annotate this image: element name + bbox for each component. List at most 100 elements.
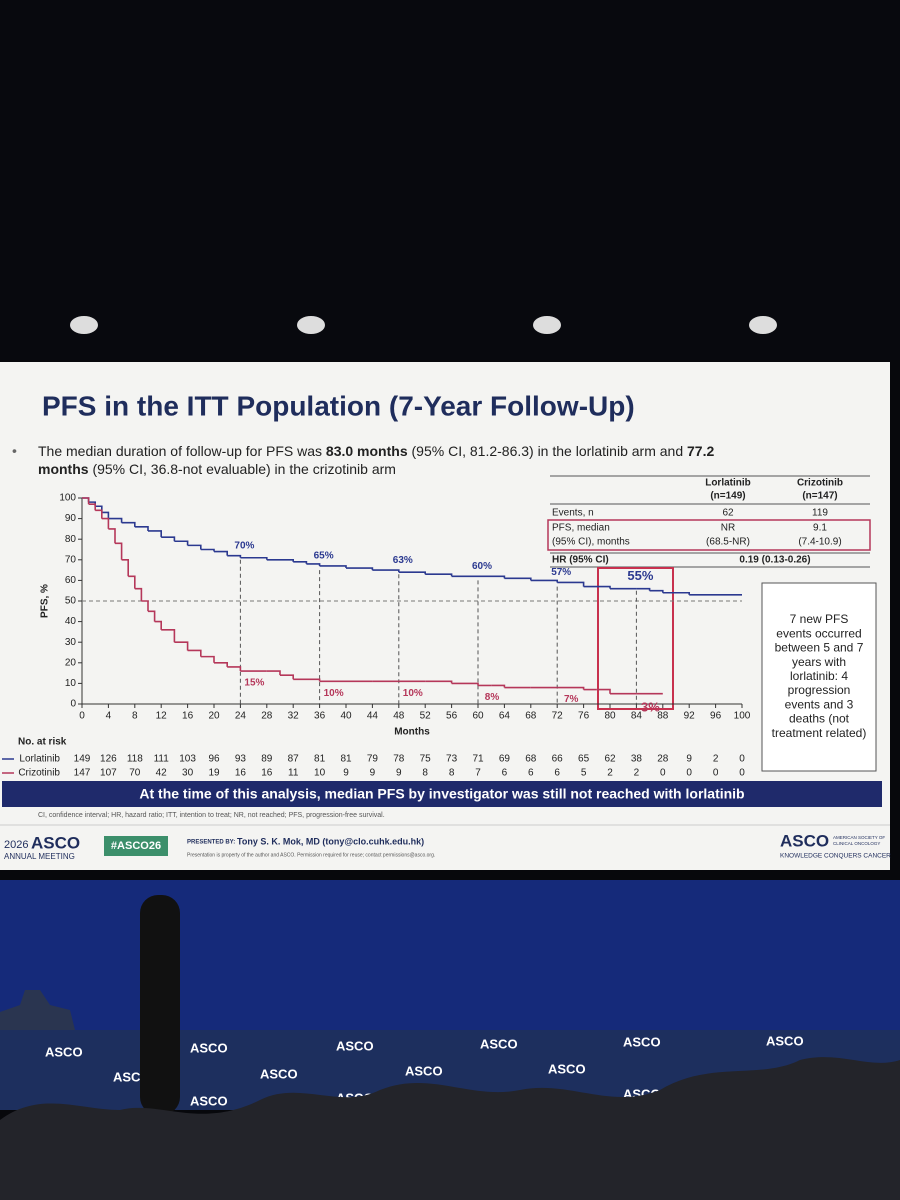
km-step: [214, 550, 228, 556]
km-step: [187, 649, 202, 657]
at-risk-value: 126: [100, 754, 117, 765]
landmark-label: 70%: [234, 540, 254, 551]
bullet-line: The median duration of follow-up for PFS…: [38, 443, 714, 459]
x-tick-label: 52: [420, 711, 432, 722]
x-tick-label: 76: [578, 711, 590, 722]
at-risk-value: 75: [420, 754, 432, 765]
note-line: deaths (not: [789, 712, 850, 726]
x-tick-label: 24: [235, 711, 247, 722]
legend-label: Crizotinib: [18, 768, 60, 779]
hashtag: #ASCO26: [111, 840, 161, 852]
km-step: [115, 542, 123, 560]
note-line: treatment related): [772, 726, 867, 740]
at-risk-value: 96: [208, 754, 220, 765]
highlight-box: [597, 567, 674, 710]
at-risk-value: 16: [261, 768, 273, 779]
km-step: [141, 600, 149, 612]
cell: NR: [721, 523, 735, 534]
at-risk-value: 89: [261, 754, 273, 765]
km-step: [214, 662, 228, 667]
km-step: [134, 526, 149, 531]
km-step: [148, 530, 162, 538]
note-line: lorlatinib: 4: [790, 669, 848, 683]
at-risk-value: 9: [686, 754, 692, 765]
cell: (7.4-10.9): [798, 537, 841, 548]
cell: (68.5-NR): [706, 537, 750, 548]
bullet-line: months (95% CI, 36.8-not evaluable) in t…: [38, 461, 396, 477]
note-line: events occurred: [776, 626, 861, 640]
at-risk-value: 11: [288, 768, 299, 779]
y-tick-label: 0: [70, 699, 76, 710]
at-risk-value: 65: [578, 754, 590, 765]
society: CLINICAL ONCOLOGY: [833, 841, 880, 846]
x-tick-label: 40: [340, 711, 352, 722]
notice: Presentation is property of the author a…: [187, 852, 435, 858]
at-risk-value: 149: [74, 754, 91, 765]
at-risk-value: 30: [182, 768, 194, 779]
at-risk-value: 0: [660, 768, 666, 779]
society: AMERICAN SOCIETY OF: [833, 835, 885, 840]
at-risk-value: 111: [154, 754, 170, 765]
text: The median duration of follow-up for PFS…: [38, 443, 326, 459]
at-risk-value: 28: [657, 754, 669, 765]
x-tick-label: 92: [684, 711, 696, 722]
stage-logo: ASCO: [336, 1038, 374, 1053]
at-risk-value: 5: [581, 768, 587, 779]
summary-table: Lorlatinib (n=149) Crizotinib (n=147) Ev…: [547, 475, 871, 568]
tagline: KNOWLEDGE CONQUERS CANCER: [780, 853, 891, 860]
stage-logo: ASCO: [405, 1063, 443, 1078]
microphone: [140, 895, 180, 1115]
x-tick-label: 68: [525, 711, 537, 722]
km-step: [200, 655, 215, 663]
y-tick-label: 100: [59, 493, 76, 504]
at-risk-value: 81: [314, 754, 326, 765]
at-risk-value: 147: [74, 768, 91, 779]
footnote: CI, confidence interval; HR, hazard rati…: [38, 812, 385, 819]
at-risk-value: 118: [127, 754, 143, 765]
landmark-label: 65%: [314, 551, 334, 562]
hashtag-bg: [104, 836, 168, 856]
km-step: [154, 620, 162, 630]
x-tick-label: 16: [182, 711, 194, 722]
km-step: [108, 528, 116, 544]
at-risk-value: 9: [396, 768, 402, 779]
crowd: [0, 1057, 900, 1200]
km-step: [227, 666, 242, 672]
y-tick-label: 90: [65, 513, 77, 524]
col-header: Crizotinib: [797, 478, 843, 489]
banner-bg: [2, 781, 882, 807]
landmark-label: 3%: [641, 699, 660, 714]
highlight-box: [547, 519, 871, 551]
cell: 62: [722, 508, 734, 519]
km-step: [187, 544, 202, 550]
col-header: (n=147): [802, 491, 837, 502]
text: (95% CI, 36.8-not evaluable) in the criz…: [89, 461, 396, 477]
at-risk-value: 6: [554, 768, 560, 779]
at-risk-value: 2: [634, 768, 640, 779]
at-risk-value: 73: [446, 754, 458, 765]
at-risk-value: 0: [713, 768, 719, 779]
footer-brand: ASCO: [31, 833, 80, 852]
at-risk-value: 79: [367, 754, 379, 765]
km-plot: 0102030405060708090100014914741261078118…: [2, 493, 751, 779]
km-step: [95, 509, 103, 519]
x-tick-label: 0: [79, 711, 85, 722]
stage-logos: ASCO ASCO ASCO ASCO ASCO ASCO ASCO ASCO …: [45, 1033, 873, 1108]
at-risk-value: 2: [713, 754, 719, 765]
audience: [0, 895, 900, 1200]
footer-meeting: ANNUAL MEETING: [4, 852, 75, 861]
text: 83.0 months: [326, 443, 408, 459]
footer-logo: ASCO: [780, 831, 829, 850]
note-line: 7 new PFS: [790, 612, 849, 626]
y-tick-label: 70: [65, 554, 77, 565]
y-tick-label: 60: [65, 575, 77, 586]
y-tick-label: 20: [65, 657, 77, 668]
x-tick-label: 4: [106, 711, 112, 722]
x-tick-label: 8: [132, 711, 138, 722]
x-tick-label: 28: [261, 711, 273, 722]
km-step: [134, 587, 143, 601]
y-tick-label: 10: [65, 678, 77, 689]
at-risk-value: 78: [393, 754, 405, 765]
x-tick-label: 60: [472, 711, 484, 722]
